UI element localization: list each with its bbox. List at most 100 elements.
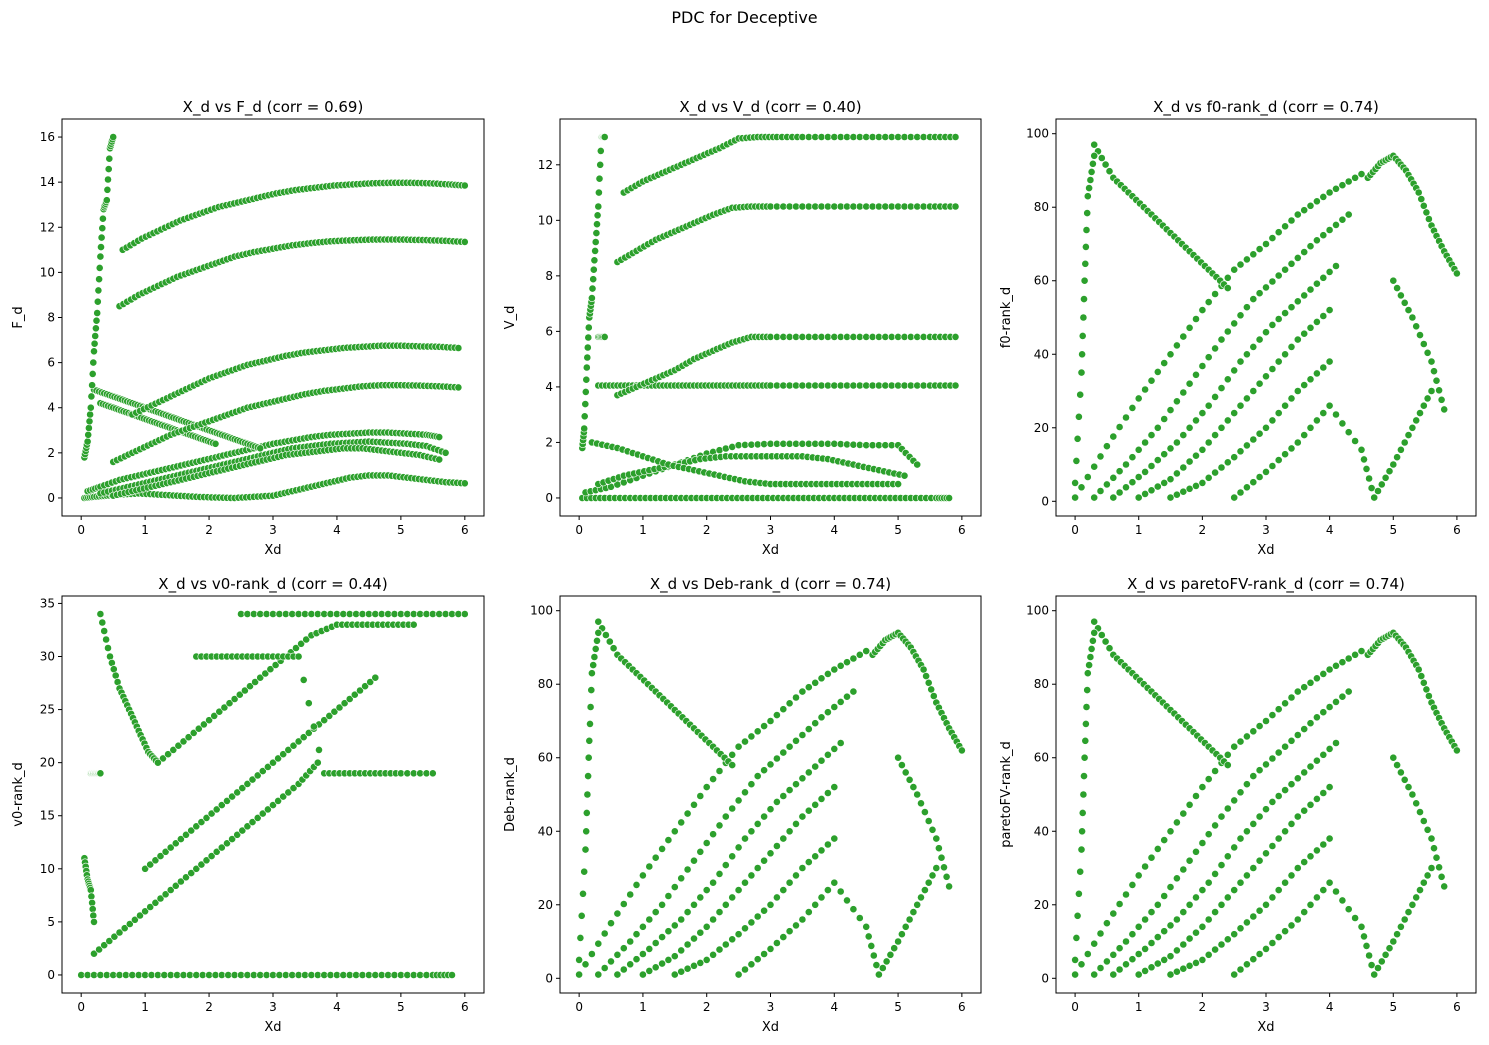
data-point [798, 864, 807, 872]
data-point [677, 915, 686, 924]
data-point [1236, 788, 1245, 797]
data-point [184, 733, 193, 742]
data-point [583, 790, 592, 799]
data-point [605, 637, 614, 646]
data-point [696, 928, 705, 937]
data-point [577, 911, 586, 920]
data-point [1192, 416, 1200, 425]
data-point [596, 146, 605, 155]
data-point [1085, 184, 1093, 192]
data-point [798, 687, 807, 696]
data-point [320, 716, 329, 725]
data-point [1397, 922, 1405, 931]
data-point [728, 893, 737, 902]
data-point [1083, 192, 1092, 201]
data-point [1325, 306, 1334, 314]
data-point [702, 886, 711, 894]
data-point [830, 665, 839, 674]
data-point [1385, 944, 1394, 953]
data-point [159, 754, 167, 763]
x-axis-label: Xd [264, 1020, 281, 1035]
data-point [189, 729, 198, 737]
data-point [356, 686, 364, 695]
data-point [1141, 967, 1149, 975]
data-point [1105, 167, 1114, 176]
data-point [253, 814, 262, 822]
data-point [1274, 271, 1283, 280]
data-point [1325, 665, 1334, 674]
data-point [582, 363, 591, 372]
data-point [1249, 250, 1258, 259]
data-point [1287, 736, 1296, 745]
data-point [683, 964, 692, 973]
data-point [248, 775, 257, 784]
data-point [1274, 357, 1283, 366]
data-point [1344, 687, 1353, 696]
data-point [171, 839, 180, 848]
data-point [1185, 900, 1194, 909]
data-point [460, 610, 469, 618]
data-point [1287, 780, 1296, 789]
data-point [1211, 468, 1219, 477]
data-point [194, 724, 203, 733]
series-7 [96, 610, 162, 767]
data-point [639, 970, 647, 979]
data-point [207, 852, 216, 860]
data-point [855, 914, 864, 922]
data-point [589, 275, 598, 284]
data-point [1083, 473, 1092, 481]
data-point [1096, 452, 1105, 461]
data-point [584, 323, 593, 332]
data-point [1103, 919, 1111, 928]
data-point [1185, 457, 1194, 466]
data-point [1192, 792, 1200, 800]
data-point [1079, 313, 1088, 322]
data-point [855, 650, 864, 659]
x-axis-label: Xd [762, 543, 779, 558]
data-point [593, 211, 602, 220]
data-point [1319, 231, 1328, 240]
data-point [1236, 965, 1245, 974]
data-point [1432, 853, 1441, 862]
data-point [804, 768, 813, 777]
data-point [580, 867, 589, 876]
data-point [591, 238, 600, 246]
data-point [146, 860, 155, 869]
data-point [266, 665, 275, 674]
data-point [728, 750, 737, 759]
data-point [1160, 956, 1169, 964]
data-point [1078, 809, 1087, 817]
series-7 [1370, 387, 1436, 502]
series-5 [1166, 357, 1334, 502]
data-point [594, 202, 603, 211]
data-point [1101, 637, 1110, 646]
data-point [702, 922, 711, 931]
data-point [435, 433, 444, 441]
data-point [1217, 423, 1226, 432]
data-point [583, 353, 592, 362]
data-point [228, 792, 236, 801]
y-tick-label: 0 [545, 491, 553, 505]
data-point [1128, 403, 1137, 412]
y-tick-label: 0 [545, 971, 553, 985]
data-point [1080, 772, 1088, 780]
series-11 [1071, 628, 1099, 964]
data-point [1211, 821, 1219, 830]
data-point [651, 908, 660, 916]
data-point [1115, 423, 1124, 431]
data-point [1179, 940, 1188, 949]
data-point [836, 739, 845, 747]
data-point [309, 722, 318, 731]
data-point [215, 707, 224, 716]
y-tick-label: 80 [1034, 200, 1049, 214]
data-point [1325, 401, 1334, 410]
data-point [1211, 870, 1219, 878]
data-point [1230, 319, 1239, 328]
data-point [199, 720, 208, 729]
data-point [1204, 830, 1213, 839]
series-6 [1230, 878, 1379, 979]
data-point [223, 797, 231, 805]
data-point [1417, 195, 1426, 203]
data-point [1274, 456, 1283, 464]
